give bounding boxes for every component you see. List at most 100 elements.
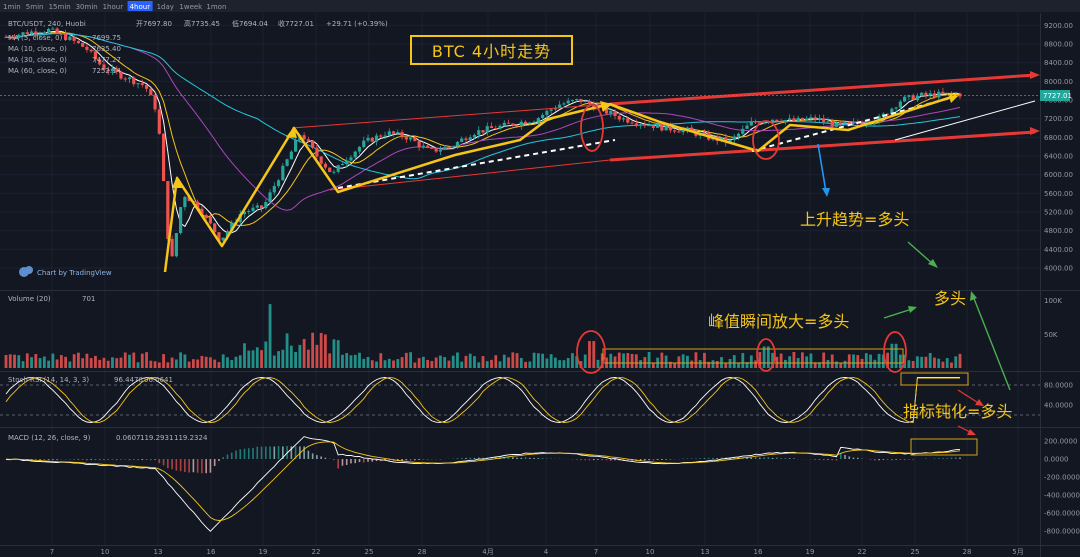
macd-histogram-bar bbox=[103, 459, 105, 461]
macd-histogram-bar bbox=[937, 458, 940, 459]
macd-histogram-bar bbox=[150, 459, 152, 461]
time-tick-label: 19 bbox=[806, 548, 815, 556]
candle-body bbox=[792, 118, 796, 121]
volume-bar bbox=[916, 356, 919, 368]
time-tick-label: 25 bbox=[365, 548, 374, 556]
volume-bar bbox=[494, 355, 498, 368]
annotation-trend: 上升趋势=多头 bbox=[800, 210, 909, 229]
candle-body bbox=[472, 134, 477, 138]
volume-bar bbox=[822, 352, 826, 368]
macd-histogram-bar bbox=[414, 459, 416, 461]
volume-bar bbox=[502, 354, 506, 368]
volume-bar bbox=[319, 332, 323, 368]
macd-histogram-bar bbox=[456, 458, 459, 459]
volume-bar bbox=[941, 361, 945, 368]
ma-legend-label: MA (5, close, 0) bbox=[8, 34, 63, 42]
candle-body bbox=[920, 92, 924, 96]
macd-histogram-bar bbox=[465, 457, 467, 459]
candle-body bbox=[932, 93, 937, 98]
volume-bar bbox=[711, 360, 715, 368]
macd-histogram-bar bbox=[39, 459, 41, 460]
candle-body bbox=[907, 95, 911, 97]
candle-body bbox=[949, 92, 954, 94]
price-tick-label: 4000.00 bbox=[1044, 265, 1073, 273]
candle-body bbox=[200, 208, 204, 216]
candle-body bbox=[928, 93, 932, 96]
volume-bar bbox=[268, 304, 272, 368]
macd-histogram-bar bbox=[205, 459, 207, 474]
candle-body bbox=[106, 69, 110, 72]
macd-histogram-bar bbox=[226, 454, 229, 459]
candle-body bbox=[166, 181, 170, 239]
volume-bar bbox=[272, 355, 276, 368]
macd-histogram-bar bbox=[695, 458, 697, 459]
candle-body bbox=[941, 91, 945, 94]
macd-histogram-bar bbox=[196, 459, 199, 473]
macd-pane bbox=[0, 428, 1040, 545]
macd-histogram-bar bbox=[460, 457, 463, 459]
macd-histogram-bar bbox=[371, 459, 374, 462]
timeframe-1hour[interactable]: 1hour bbox=[103, 3, 124, 11]
macd-histogram-bar bbox=[247, 448, 250, 459]
macd-histogram-bar bbox=[162, 459, 165, 466]
volume-bar bbox=[545, 358, 549, 368]
volume-bar bbox=[690, 360, 694, 368]
candle-body bbox=[894, 107, 898, 109]
candle-body bbox=[851, 121, 856, 123]
time-tick-label: 10 bbox=[646, 548, 655, 556]
macd-histogram-bar bbox=[771, 457, 774, 459]
timeframe-1min[interactable]: 1min bbox=[3, 3, 21, 11]
candle-body bbox=[575, 98, 579, 101]
volume-bar bbox=[136, 362, 140, 368]
timeframe-15min[interactable]: 15min bbox=[49, 3, 71, 11]
timeframe-1day[interactable]: 1day bbox=[157, 3, 174, 11]
macd-histogram-bar bbox=[290, 446, 293, 459]
macd-histogram-bar bbox=[405, 459, 408, 461]
macd-histogram-bar bbox=[111, 459, 114, 460]
volume-bar bbox=[839, 362, 843, 368]
volume-bar bbox=[724, 362, 728, 368]
candle-body bbox=[4, 37, 8, 38]
candle-body bbox=[21, 32, 25, 35]
volume-bar bbox=[294, 351, 298, 368]
candles bbox=[4, 26, 962, 258]
candle-body bbox=[68, 36, 72, 41]
candle-body bbox=[366, 137, 370, 141]
timeframe-5min[interactable]: 5min bbox=[26, 3, 44, 11]
stoch-d-line bbox=[5, 377, 960, 424]
timeframe-4hour[interactable]: 4hour bbox=[130, 3, 151, 11]
candle-body bbox=[873, 122, 877, 124]
volume-bar bbox=[630, 353, 634, 368]
macd-tick-label: -400.0000 bbox=[1044, 492, 1080, 500]
macd-histogram-bar bbox=[90, 459, 92, 460]
volume-bar bbox=[179, 352, 183, 368]
volume-bar bbox=[358, 352, 361, 368]
price-tick-label: 6400.00 bbox=[1044, 153, 1073, 161]
candle-body bbox=[783, 120, 787, 123]
red-arrowhead bbox=[967, 429, 976, 435]
candle-body bbox=[230, 222, 234, 232]
ma-legend-label: MA (30, close, 0) bbox=[8, 56, 67, 64]
candle-body bbox=[17, 34, 21, 38]
candle-body bbox=[408, 137, 413, 140]
macd-histogram-bar bbox=[320, 456, 322, 459]
volume-bar bbox=[21, 361, 25, 368]
timeframe-1mon[interactable]: 1mon bbox=[206, 3, 226, 11]
time-tick-label: 10 bbox=[101, 548, 110, 556]
price-tick-label: 6000.00 bbox=[1044, 171, 1073, 179]
macd-histogram-bar bbox=[933, 458, 936, 459]
candle-body bbox=[379, 135, 383, 137]
volume-bar bbox=[157, 362, 161, 368]
price-axis: 4000.00 4400.00 4800.00 5200.00 5600.00 6000.… bbox=[1044, 22, 1073, 273]
macd-histogram-bar bbox=[401, 459, 403, 461]
volume-bar bbox=[600, 353, 604, 368]
macd-histogram-bar bbox=[839, 453, 842, 459]
red-arrowhead bbox=[975, 399, 984, 406]
timeframe-1week[interactable]: 1week bbox=[179, 3, 203, 11]
channel-lower-thin bbox=[329, 159, 611, 191]
timeframe-30min[interactable]: 30min bbox=[76, 3, 98, 11]
volume-bar bbox=[596, 359, 600, 368]
macd-histogram-bar bbox=[167, 459, 169, 469]
timeframe-active-bg bbox=[127, 1, 153, 11]
volume-bar bbox=[783, 359, 787, 368]
